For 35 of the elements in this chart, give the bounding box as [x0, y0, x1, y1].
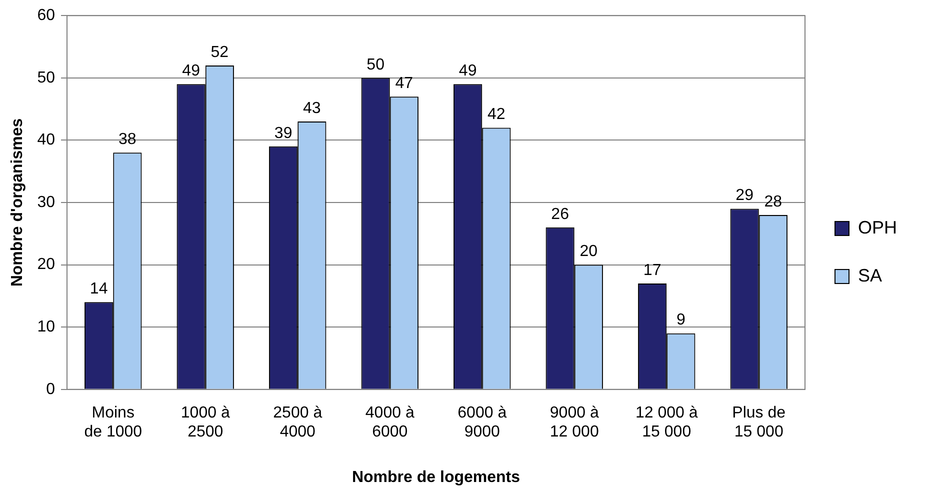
data-label: 20: [580, 243, 598, 260]
x-tick-label: 1000 à 2500: [180, 404, 230, 441]
x-axis-title: Nombre de logements: [352, 468, 520, 486]
x-tick-label: Plus de 15 000: [732, 404, 786, 441]
data-label: 28: [764, 193, 782, 210]
y-tick-label: 30: [37, 194, 56, 211]
y-tick-label: 20: [37, 256, 56, 274]
data-label: 29: [736, 187, 754, 204]
data-label: 38: [118, 131, 136, 148]
data-label: 9: [676, 312, 686, 329]
y-tick-label: 50: [37, 69, 56, 86]
x-tick-label: 6000 à 9000: [458, 404, 507, 441]
data-label: 26: [551, 206, 570, 223]
legend-label: OPH: [858, 217, 898, 238]
x-tick-label: 2500 à 4000: [273, 404, 322, 441]
data-label: 47: [395, 74, 414, 92]
data-label: 42: [488, 106, 506, 124]
data-label: 50: [366, 56, 385, 74]
x-tick-label: 9000 à 12 000: [550, 404, 599, 441]
y-axis-title: Nombre d'organismes: [9, 118, 26, 287]
y-tick-label: 10: [37, 318, 56, 336]
data-label: 39: [274, 124, 292, 142]
data-label: 14: [90, 280, 108, 298]
legend-label: SA: [858, 265, 882, 286]
x-tick-label: 4000 à 6000: [365, 404, 414, 441]
data-label: 52: [210, 44, 229, 61]
data-label: 43: [303, 100, 321, 117]
data-label: 49: [182, 62, 200, 80]
y-tick-label: 60: [37, 7, 56, 24]
x-tick-label: 12 000 à 15 000: [635, 404, 698, 441]
y-tick-label: 0: [46, 380, 56, 398]
y-tick-label: 40: [37, 132, 56, 149]
data-label: 49: [458, 62, 477, 80]
x-tick-label: Moins de 1000: [84, 404, 142, 441]
data-label: 17: [643, 262, 662, 279]
